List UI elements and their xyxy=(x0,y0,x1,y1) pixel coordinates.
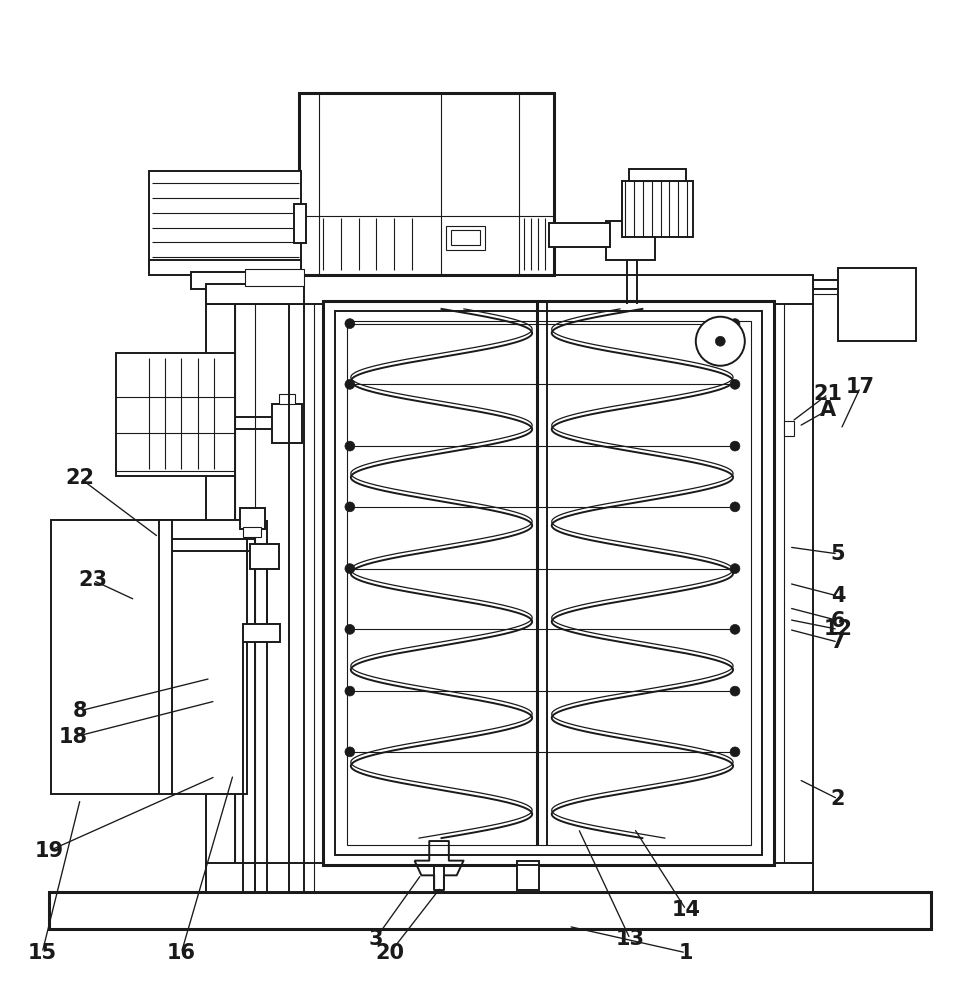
Bar xyxy=(347,321,751,845)
Text: 19: 19 xyxy=(34,841,64,861)
Bar xyxy=(206,284,304,304)
Text: 1: 1 xyxy=(679,943,693,963)
Bar xyxy=(149,171,301,267)
Bar xyxy=(51,520,247,794)
Circle shape xyxy=(345,564,355,574)
Text: 23: 23 xyxy=(78,570,108,590)
Text: 6: 6 xyxy=(831,611,845,631)
Bar xyxy=(191,272,304,289)
Text: 5: 5 xyxy=(831,544,845,564)
Bar xyxy=(622,181,693,237)
Text: A: A xyxy=(820,400,836,420)
Bar xyxy=(206,275,813,304)
Bar xyxy=(243,624,280,642)
Bar xyxy=(206,863,813,892)
Text: 15: 15 xyxy=(27,943,57,963)
Circle shape xyxy=(730,319,740,328)
Bar xyxy=(517,861,539,890)
Bar xyxy=(294,204,306,243)
Bar xyxy=(106,551,221,629)
Text: 13: 13 xyxy=(615,929,645,949)
Bar xyxy=(838,268,916,341)
Text: 7: 7 xyxy=(831,632,845,652)
Bar xyxy=(243,527,261,537)
Text: 2: 2 xyxy=(831,789,845,809)
Bar xyxy=(149,260,301,275)
Bar xyxy=(116,353,235,476)
Bar xyxy=(250,544,279,569)
Bar xyxy=(764,292,784,890)
Text: 3: 3 xyxy=(368,929,382,949)
Bar xyxy=(145,520,199,534)
Circle shape xyxy=(345,686,355,696)
Bar xyxy=(446,226,485,250)
Circle shape xyxy=(345,319,355,328)
Bar xyxy=(49,892,931,929)
Bar xyxy=(272,404,302,443)
Bar xyxy=(240,508,265,529)
Text: 4: 4 xyxy=(831,586,845,606)
Circle shape xyxy=(730,747,740,757)
Text: 16: 16 xyxy=(167,943,196,963)
Circle shape xyxy=(345,502,355,512)
Bar xyxy=(335,311,762,855)
Text: 20: 20 xyxy=(375,943,405,963)
Circle shape xyxy=(345,747,355,757)
Text: 12: 12 xyxy=(823,619,853,639)
Circle shape xyxy=(345,441,355,451)
Bar xyxy=(323,301,774,865)
Bar xyxy=(784,282,813,890)
Text: 18: 18 xyxy=(59,727,88,747)
Circle shape xyxy=(345,624,355,634)
Circle shape xyxy=(730,441,740,451)
Circle shape xyxy=(730,686,740,696)
Circle shape xyxy=(730,564,740,574)
Text: 17: 17 xyxy=(846,377,875,397)
Bar xyxy=(245,269,304,286)
Bar xyxy=(152,531,191,551)
Bar xyxy=(629,169,686,181)
Text: 14: 14 xyxy=(671,900,701,920)
Circle shape xyxy=(730,502,740,512)
Circle shape xyxy=(715,336,725,346)
Bar xyxy=(299,93,554,275)
Bar xyxy=(451,230,480,245)
Circle shape xyxy=(730,624,740,634)
Bar xyxy=(235,292,255,890)
Circle shape xyxy=(345,379,355,389)
Bar xyxy=(549,223,610,247)
Text: 8: 8 xyxy=(74,701,87,721)
Bar xyxy=(206,282,235,890)
Bar xyxy=(606,221,655,260)
Text: 22: 22 xyxy=(66,468,95,488)
Text: 21: 21 xyxy=(813,384,843,404)
Bar xyxy=(279,394,295,404)
Circle shape xyxy=(696,317,745,366)
Circle shape xyxy=(730,379,740,389)
Bar xyxy=(784,421,794,436)
